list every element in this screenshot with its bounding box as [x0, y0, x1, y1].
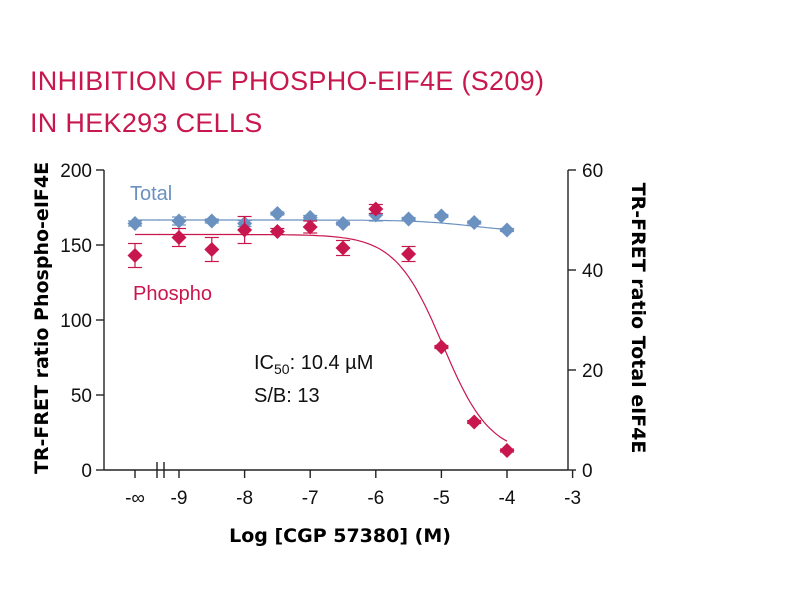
series-label-total: Total	[130, 183, 172, 205]
y-tick-label-left: 150	[60, 236, 92, 257]
x-tick-label: -3	[564, 488, 581, 509]
ic50-prefix: IC	[254, 352, 274, 374]
y-tick-label-left: 0	[81, 461, 92, 482]
axes: 0 50 100 150 200 0 20 40 60 -∞ -9 -8 -7 -6 -5 -4 -3	[60, 161, 603, 509]
x-tick-label: -8	[236, 488, 253, 509]
x-tick-label: -7	[302, 488, 319, 509]
data-point-phospho	[127, 248, 143, 263]
x-tick-label: -5	[433, 488, 450, 509]
data-point-phospho	[302, 219, 318, 235]
y-tick-label-left: 100	[60, 311, 92, 332]
data-points	[127, 201, 515, 458]
data-point-total	[401, 211, 417, 227]
ic50-value: : 10.4 µM	[290, 352, 374, 374]
ic50-annotation: IC50: 10.4 µM	[254, 352, 373, 377]
ic50-subscript: 50	[274, 361, 290, 377]
data-point-phospho	[204, 242, 220, 257]
data-point-phospho	[171, 230, 187, 245]
data-point-total	[433, 208, 449, 224]
y-axis-label-right: TR-FRET ratio Total eIF4E	[627, 183, 649, 454]
x-tick-label: -4	[499, 488, 516, 509]
data-point-total	[127, 216, 143, 231]
data-point-total	[335, 216, 351, 231]
x-tick-label: -9	[171, 488, 188, 509]
chart-title-line-2: IN HEK293 CELLS	[30, 108, 263, 138]
y-tick-label-right: 60	[582, 161, 603, 182]
y-tick-label-right: 0	[582, 461, 593, 482]
data-point-phospho	[368, 201, 384, 217]
x-axis-label: Log [CGP 57380] (M)	[229, 525, 451, 547]
data-point-phospho	[401, 246, 417, 262]
y-axis-label-left: TR-FRET ratio Phospho-eIF4E	[31, 162, 53, 474]
fit-curve-phospho	[159, 233, 508, 442]
data-point-phospho	[237, 222, 253, 238]
chart-title-line-1: INHIBITION OF PHOSPHO-EIF4E (S209)	[30, 66, 544, 96]
data-point-total	[499, 222, 515, 238]
y-tick-label-right: 40	[582, 261, 603, 282]
y-tick-label-right: 20	[582, 361, 603, 382]
sb-annotation: S/B: 13	[254, 385, 320, 407]
x-tick-label: -∞	[125, 488, 145, 509]
data-point-phospho	[466, 414, 482, 430]
fit-curves	[135, 219, 508, 442]
data-point-total	[269, 206, 285, 221]
data-point-total	[204, 213, 220, 229]
data-point-total	[466, 215, 482, 230]
y-tick-label-left: 200	[60, 161, 92, 182]
x-tick-label: -6	[367, 488, 384, 509]
data-point-phospho	[335, 240, 351, 256]
data-point-phospho	[269, 224, 285, 239]
y-tick-label-left: 50	[71, 386, 92, 407]
data-point-phospho	[433, 339, 449, 355]
data-point-total	[171, 213, 187, 229]
series-label-phospho: Phospho	[133, 283, 212, 305]
data-point-phospho	[499, 443, 515, 458]
